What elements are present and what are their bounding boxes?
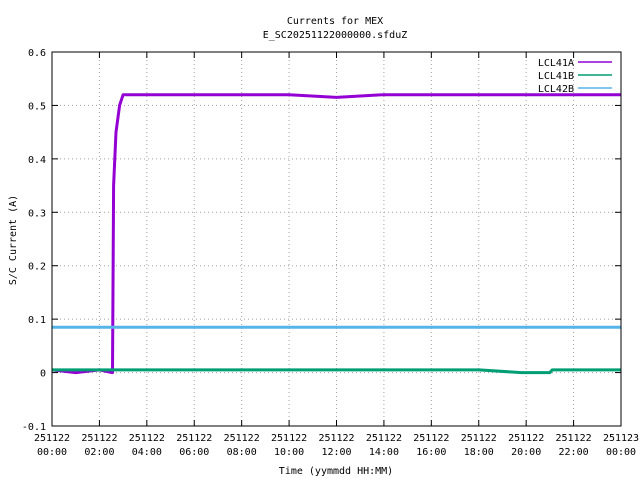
x-tick-date-label: 251122 xyxy=(176,433,212,444)
x-tick-date-label: 251122 xyxy=(271,433,307,444)
y-tick-label: -0.1 xyxy=(22,422,46,433)
legend-label: LCL41A xyxy=(538,58,574,69)
legend-label: LCL42B xyxy=(538,84,574,95)
y-tick-label: 0.3 xyxy=(28,208,46,219)
x-tick-time-label: 02:00 xyxy=(84,447,114,458)
series-layer xyxy=(51,93,621,375)
x-tick-date-label: 251122 xyxy=(366,433,402,444)
chart-subtitle: E_SC20251122000000.sfduZ xyxy=(263,30,408,41)
x-tick-time-label: 06:00 xyxy=(179,447,209,458)
x-tick-date-label: 251122 xyxy=(318,433,354,444)
grid-lines xyxy=(52,52,621,426)
x-tick-date-label: 251122 xyxy=(556,433,592,444)
axis-ticks: -0.1 0 0.1 0.2 0.3 0.4 0.5 0.6 251122 00:00 251122… xyxy=(22,48,639,458)
series-line-lcl41a xyxy=(51,93,621,375)
y-tick-label: 0.5 xyxy=(28,101,46,112)
legend: LCL41A LCL41B LCL42B xyxy=(538,58,612,95)
x-tick-time-label: 08:00 xyxy=(227,447,257,458)
x-tick-time-label: 16:00 xyxy=(416,447,446,458)
y-tick-label: 0.1 xyxy=(28,315,46,326)
y-tick-label: 0.6 xyxy=(28,48,46,59)
x-tick-date-label: 251122 xyxy=(413,433,449,444)
x-tick-date-label: 251122 xyxy=(224,433,260,444)
x-tick-date-label: 251122 xyxy=(81,433,117,444)
y-tick-label: 0 xyxy=(40,369,46,380)
y-tick-label: 0.4 xyxy=(28,155,46,166)
x-tick-time-label: 20:00 xyxy=(511,447,541,458)
y-axis-label: S/C Current (A) xyxy=(8,195,19,285)
x-tick-time-label: 18:00 xyxy=(464,447,494,458)
x-tick-time-label: 14:00 xyxy=(369,447,399,458)
x-tick-time-label: 10:00 xyxy=(274,447,304,458)
x-tick-date-label: 251122 xyxy=(129,433,165,444)
x-tick-date-label: 251122 xyxy=(508,433,544,444)
x-tick-date-label: 251122 xyxy=(461,433,497,444)
legend-label: LCL41B xyxy=(538,71,574,82)
y-tick-label: 0.2 xyxy=(28,262,46,273)
chart-title: Currents for MEX xyxy=(287,16,383,27)
x-tick-time-label: 04:00 xyxy=(132,447,162,458)
x-axis-label: Time (yymmdd HH:MM) xyxy=(279,466,393,477)
x-tick-time-label: 12:00 xyxy=(321,447,351,458)
x-tick-date-label: 251122 xyxy=(34,433,70,444)
x-tick-date-label: 251123 xyxy=(603,433,639,444)
x-tick-time-label: 00:00 xyxy=(606,447,636,458)
series-line-lcl41b xyxy=(52,368,621,375)
x-tick-time-label: 22:00 xyxy=(559,447,589,458)
x-tick-time-label: 00:00 xyxy=(37,447,67,458)
